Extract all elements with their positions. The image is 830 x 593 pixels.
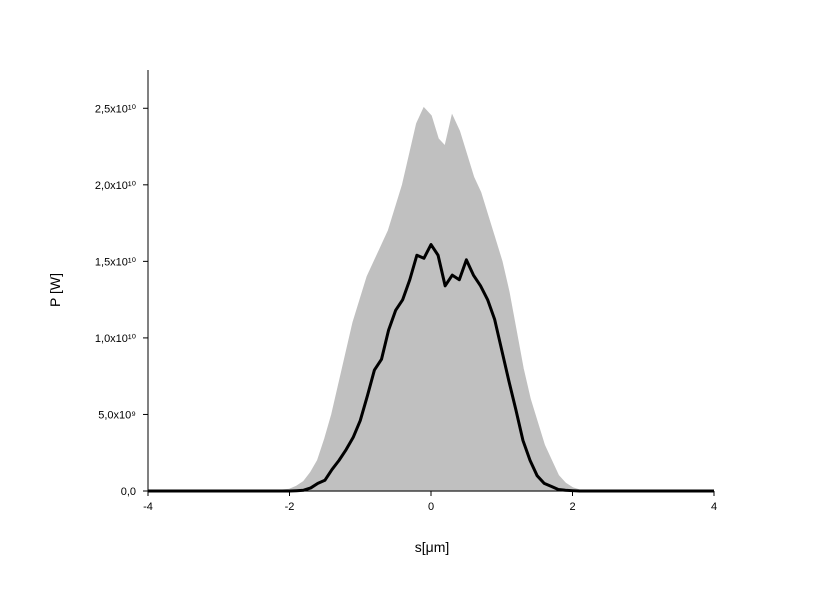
x-axis-label: s[μm] bbox=[415, 539, 450, 555]
y-tick-label: 0,0 bbox=[121, 486, 136, 498]
x-tick-label: 4 bbox=[711, 501, 717, 513]
x-tick-label: 0 bbox=[428, 501, 434, 513]
area bbox=[148, 106, 714, 492]
x-tick-label: -2 bbox=[285, 501, 295, 513]
y-tick-label: 1,5x10¹⁰ bbox=[95, 256, 137, 268]
y-tick-label: 1,0x10¹⁰ bbox=[95, 333, 137, 345]
x-tick-label: -4 bbox=[143, 501, 153, 513]
y-tick-label: 2,0x10¹⁰ bbox=[95, 180, 137, 192]
line bbox=[148, 243, 714, 493]
y-axis-label: P [W] bbox=[47, 273, 63, 307]
y-tick-label: 2,5x10¹⁰ bbox=[95, 103, 137, 115]
y-tick-label: 5,0x10⁹ bbox=[98, 409, 136, 421]
x-tick-label: 2 bbox=[569, 501, 575, 513]
